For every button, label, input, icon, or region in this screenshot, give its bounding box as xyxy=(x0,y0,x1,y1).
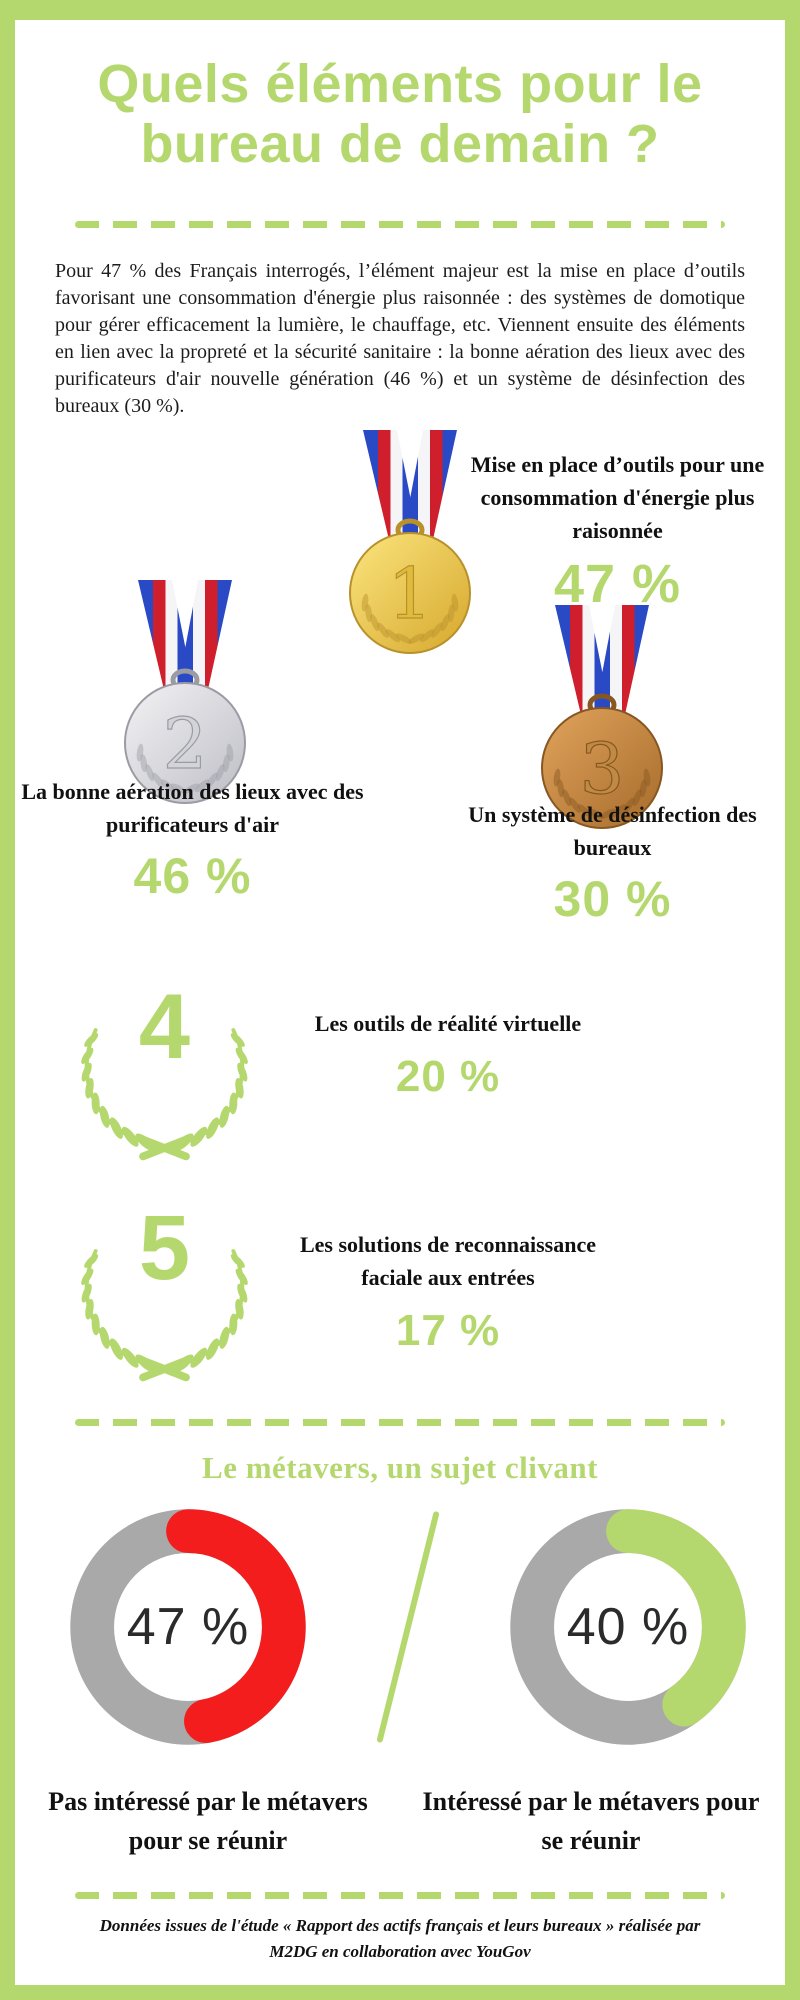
slash-separator xyxy=(313,1502,503,1752)
rank2-value: 46 % xyxy=(133,847,252,904)
rank4-block: Les outils de réalité virtuelle 20 % xyxy=(268,977,628,1102)
laurel-wreath-svg xyxy=(81,1028,248,1161)
donut-value: 40 % xyxy=(566,1597,690,1656)
bronze-medal-icon: 3 xyxy=(541,604,663,829)
laurel-wreath-svg xyxy=(81,1249,248,1382)
dashed-divider xyxy=(75,1418,725,1426)
dashed-divider xyxy=(75,1891,725,1899)
svg-text:1: 1 xyxy=(388,553,433,635)
ranking-top3: 1 Mise en place d’outils pour une consom… xyxy=(15,429,785,955)
donut-chart-not-interested: 47 % xyxy=(63,1502,313,1752)
rank4-label: Les outils de réalité virtuelle xyxy=(314,1010,582,1036)
page-title: Quels éléments pour le bureau de demain … xyxy=(35,54,765,175)
laurel-wreath-icon: 4 xyxy=(67,977,262,1172)
laurel-wreath-icon: 5 xyxy=(67,1198,262,1393)
silver-medal-icon: 2 xyxy=(124,579,246,804)
rank5-row: 5 Les solutions de reconnaissance facial… xyxy=(15,1198,785,1393)
page-title-line2: bureau de demain ? xyxy=(140,114,660,175)
page-title-line1: Quels éléments pour le xyxy=(97,54,703,114)
spacer xyxy=(373,1782,421,1860)
rank5-label: Les solutions de reconnaissance faciale … xyxy=(299,1231,596,1290)
donut-chart-interested: 40 % xyxy=(503,1502,753,1752)
rank3-label: Un système de désinfection des bureaux xyxy=(468,801,757,860)
rank1-value: 47 % xyxy=(553,553,682,614)
rank2-block: La bonne aération des lieux avec des pur… xyxy=(20,775,365,905)
donut-value: 47 % xyxy=(126,1597,250,1656)
metavers-donuts: 47 % 40 % xyxy=(15,1502,785,1752)
rank5-number: 5 xyxy=(138,1196,191,1299)
rank5-value: 17 % xyxy=(395,1305,501,1355)
dashed-divider xyxy=(75,220,725,228)
slash-icon xyxy=(376,1510,440,1744)
donut-svg xyxy=(510,1509,746,1745)
rank3-value: 30 % xyxy=(553,870,672,927)
rank1-label: Mise en place d’outils pour une consomma… xyxy=(470,451,765,543)
source-note: Données issues de l'étude « Rapport des … xyxy=(99,1915,701,1962)
rank5-block: Les solutions de reconnaissance faciale … xyxy=(268,1198,628,1356)
donut-label-not-interested: Pas intéressé par le métavers pour se ré… xyxy=(48,1786,368,1855)
svg-text:3: 3 xyxy=(580,728,625,810)
rank2-label: La bonne aération des lieux avec des pur… xyxy=(21,778,364,837)
donut-labels-row: Pas intéressé par le métavers pour se ré… xyxy=(15,1782,785,1860)
donut-label-interested: Intéressé par le métavers pour se réunir xyxy=(422,1786,760,1855)
svg-text:2: 2 xyxy=(163,703,208,785)
metavers-heading: Le métavers, un sujet clivant xyxy=(202,1449,598,1485)
rank4-number: 4 xyxy=(138,975,191,1078)
rank3-block: Un système de désinfection des bureaux 3… xyxy=(440,798,785,928)
intro-paragraph: Pour 47 % des Français interrogés, l’élé… xyxy=(55,259,745,417)
rank4-row: 4 Les outils de réalité virtuelle 20 % xyxy=(15,977,785,1172)
donut-svg xyxy=(70,1509,306,1745)
rank1-block: Mise en place d’outils pour une consomma… xyxy=(445,448,785,615)
gold-medal-icon: 1 xyxy=(349,429,471,654)
rank4-value: 20 % xyxy=(395,1051,501,1101)
